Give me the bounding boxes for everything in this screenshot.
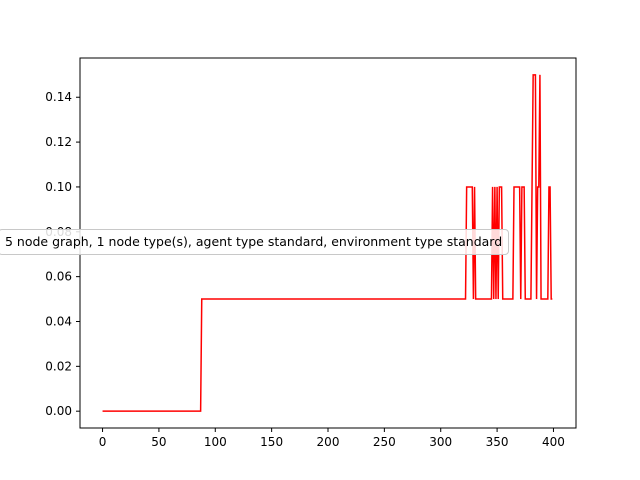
x-tick-label: 350 (486, 435, 509, 449)
x-tick-label: 0 (99, 435, 107, 449)
y-tick-label: 0.00 (45, 404, 72, 418)
y-tick-label: 0.04 (45, 314, 72, 328)
x-tick-label: 250 (373, 435, 396, 449)
x-tick-label: 200 (317, 435, 340, 449)
y-tick-label: 0.14 (45, 90, 72, 104)
y-tick-label: 0.06 (45, 270, 72, 284)
y-tick-label: 0.02 (45, 359, 72, 373)
y-tick-label: 0.12 (45, 135, 72, 149)
x-tick-label: 300 (429, 435, 452, 449)
y-tick-label: 0.10 (45, 180, 72, 194)
x-tick-label: 50 (151, 435, 166, 449)
chart-annotation: 5 node graph, 1 node type(s), agent type… (0, 229, 510, 255)
x-tick-label: 150 (260, 435, 283, 449)
x-tick-label: 400 (542, 435, 565, 449)
x-tick-label: 100 (204, 435, 227, 449)
